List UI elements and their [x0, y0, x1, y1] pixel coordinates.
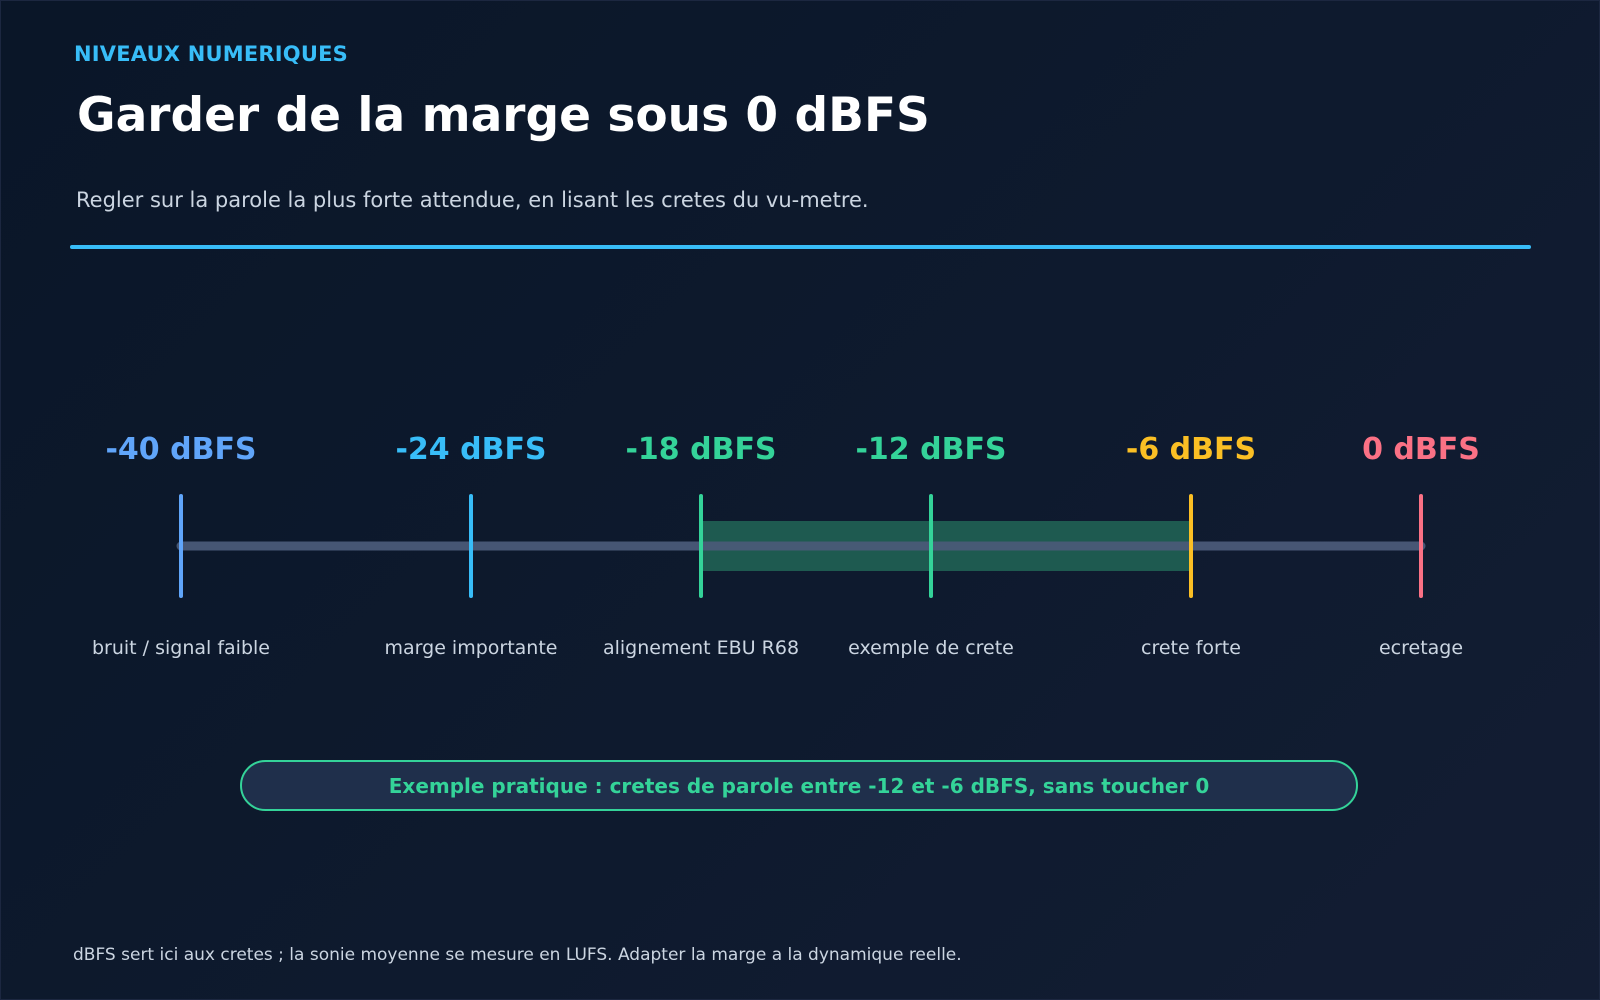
page-subtitle: Regler sur la parole la plus forte atten… — [76, 188, 869, 212]
tick-caption-0: bruit / signal faible — [92, 637, 270, 659]
header-divider — [70, 245, 1531, 249]
tick-value-label-0: -40 dBFS — [105, 432, 256, 467]
tick-value-label-4: -6 dBFS — [1126, 432, 1256, 467]
tick-value-label-1: -24 dBFS — [395, 432, 546, 467]
tick-value-label-3: -12 dBFS — [855, 432, 1006, 467]
tick-value-label-5: 0 dBFS — [1362, 432, 1480, 467]
practical-example-callout: Exemple pratique : cretes de parole entr… — [240, 760, 1358, 811]
tick-caption-5: ecretage — [1379, 637, 1463, 659]
footnote: dBFS sert ici aux cretes ; la sonie moye… — [73, 945, 962, 965]
dbfs-scale: -40 dBFS bruit / signal faible -24 dBFS mar… — [92, 432, 1480, 659]
tick-caption-3: exemple de crete — [848, 637, 1014, 659]
eyebrow-label: NIVEAUX NUMERIQUES — [74, 42, 348, 66]
callout-text: Exemple pratique : cretes de parole entr… — [388, 773, 1210, 798]
tick-caption-1: marge importante — [385, 637, 558, 659]
tick-value-label-2: -18 dBFS — [625, 432, 776, 467]
page-title: Garder de la marge sous 0 dBFS — [77, 88, 930, 143]
tick-caption-2: alignement EBU R68 — [603, 637, 799, 659]
tick-caption-4: crete forte — [1141, 637, 1241, 659]
